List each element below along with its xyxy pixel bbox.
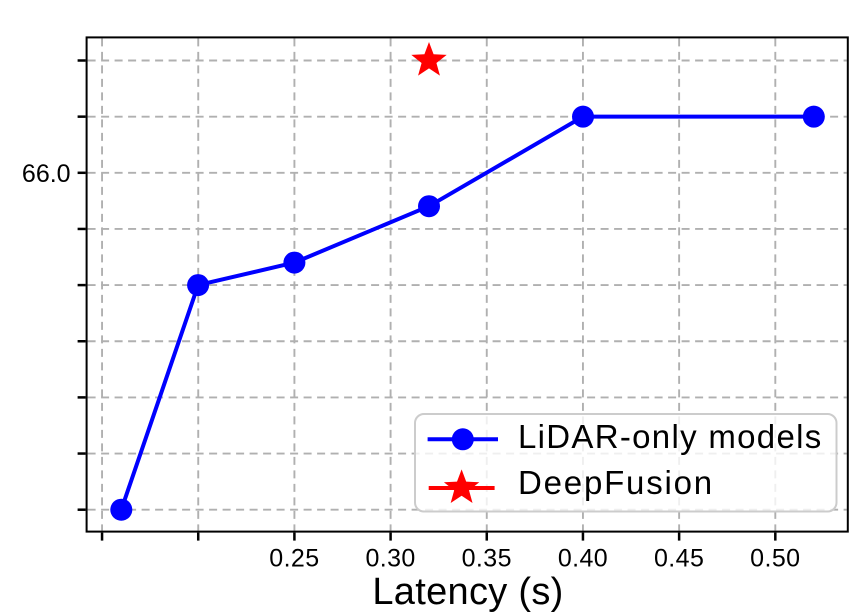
svg-text:0.50: 0.50 <box>750 544 800 572</box>
svg-text:0.30: 0.30 <box>365 544 415 572</box>
svg-text:Latency (s): Latency (s) <box>372 571 563 612</box>
svg-text:0.40: 0.40 <box>558 544 608 572</box>
svg-text:LiDAR-only models: LiDAR-only models <box>518 418 823 455</box>
svg-text:DeepFusion: DeepFusion <box>518 464 714 501</box>
svg-text:0.45: 0.45 <box>654 544 704 572</box>
svg-text:0.35: 0.35 <box>462 544 512 572</box>
svg-text:0.25: 0.25 <box>269 544 319 572</box>
svg-text:66.0: 66.0 <box>22 160 71 188</box>
